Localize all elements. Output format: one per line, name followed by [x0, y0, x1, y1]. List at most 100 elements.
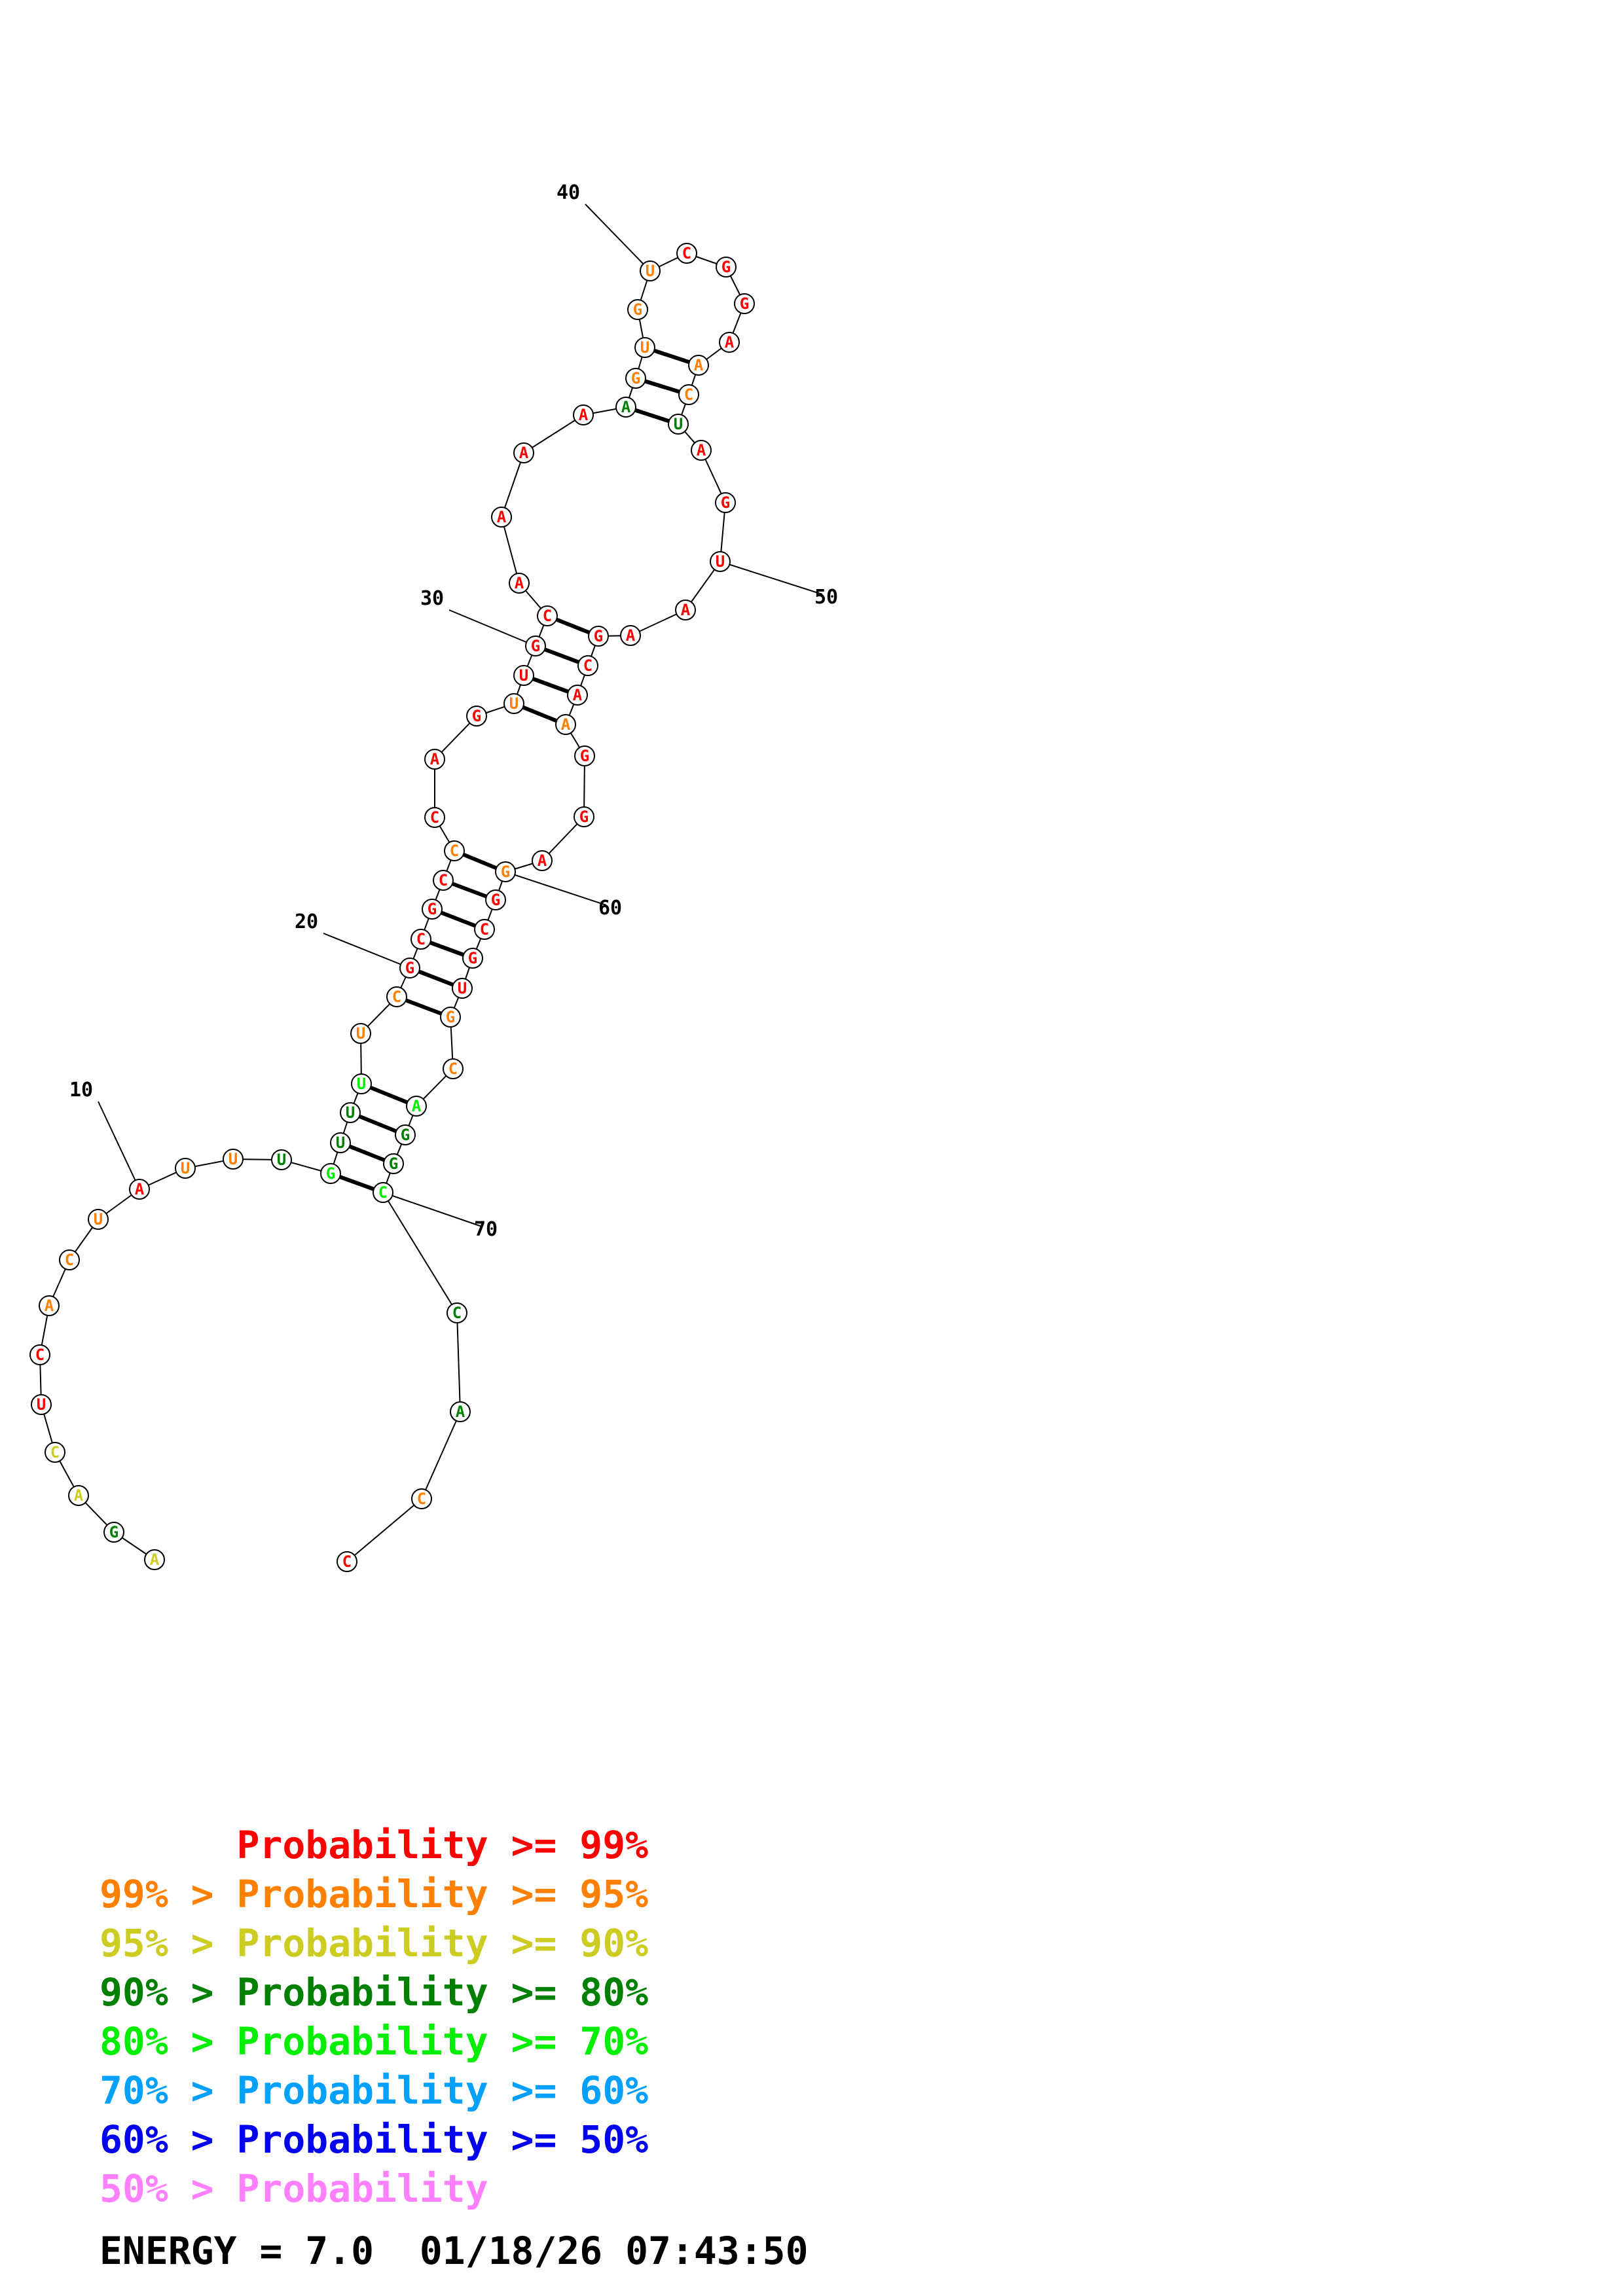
- nucleotide-letter: A: [497, 508, 507, 526]
- nucleotide-36: A: [615, 397, 636, 418]
- position-tick-lines: [98, 204, 823, 1227]
- nucleotide-letter: A: [697, 441, 706, 459]
- nucleotide-8: C: [59, 1249, 80, 1270]
- nucleotide-letter: G: [401, 1126, 410, 1144]
- nucleotide-42: G: [716, 257, 737, 278]
- nucleotide-49: G: [715, 492, 736, 513]
- position-label-10: 10: [69, 1079, 93, 1102]
- nucleotide-65: G: [440, 1007, 461, 1028]
- nucleotide-43: G: [734, 293, 755, 314]
- position-tick: [323, 933, 410, 969]
- legend-entry-below-50: 50% > Probability: [100, 2166, 488, 2211]
- nucleotide-letter: G: [594, 627, 603, 645]
- nucleotide-letter: C: [450, 842, 459, 860]
- nucleotide-letter: C: [417, 1490, 426, 1508]
- nucleotide-74: C: [337, 1551, 357, 1572]
- nucleotide-69: G: [383, 1153, 404, 1174]
- nucleotide-37: G: [625, 368, 646, 389]
- nucleotide-letter: G: [501, 863, 510, 881]
- nucleotide-letter: U: [519, 666, 528, 685]
- nucleotide-letter: G: [428, 900, 437, 918]
- nucleotide-letter: G: [633, 300, 642, 319]
- backbone-lines: [39, 253, 745, 1562]
- nucleotide-letter: C: [35, 1346, 45, 1364]
- nucleotide-40: U: [640, 260, 661, 281]
- nucleotide-letter: G: [531, 637, 540, 655]
- nucleotide-52: A: [620, 625, 641, 646]
- legend-entry-80: 90% > Probability >= 80%: [100, 1970, 649, 2015]
- nucleotide-letter: A: [538, 852, 547, 870]
- nucleotide-30: G: [525, 636, 546, 656]
- nucleotide-letter: A: [456, 1403, 465, 1421]
- nucleotide-26: A: [424, 749, 445, 770]
- legend-entry-90: 95% > Probability >= 90%: [100, 1921, 649, 1965]
- nucleotide-47: U: [668, 414, 689, 435]
- backbone-segment: [456, 1312, 461, 1412]
- nucleotide-letter: G: [389, 1155, 398, 1173]
- legend-entry-50: 60% > Probability >= 50%: [100, 2117, 649, 2162]
- nucleotide-letter: A: [573, 686, 583, 704]
- nucleotide-16: U: [340, 1102, 361, 1123]
- nucleotide-50: U: [710, 551, 731, 572]
- nucleotide-31: C: [537, 605, 558, 626]
- nucleotide-54: C: [577, 655, 598, 676]
- nucleotide-letter: A: [621, 398, 631, 416]
- nucleotide-letter: U: [181, 1159, 190, 1177]
- nucleotide-46: C: [678, 384, 699, 405]
- nucleotide-24: C: [444, 840, 465, 861]
- nucleotide-letter: C: [50, 1443, 60, 1462]
- nucleotide-letter: A: [579, 406, 589, 424]
- nucleotide-62: C: [474, 919, 495, 940]
- nucleotide-letter: A: [45, 1297, 54, 1315]
- nucleotide-letter: C: [452, 1304, 462, 1322]
- nucleotide-48: A: [691, 440, 712, 461]
- nucleotide-letter: A: [515, 574, 524, 592]
- nucleotide-letter: G: [472, 707, 481, 725]
- backbone-segment: [346, 1498, 422, 1562]
- nucleotide-23: C: [433, 870, 454, 891]
- nucleotide-letter: U: [640, 338, 649, 357]
- position-label-60: 60: [598, 897, 622, 920]
- nucleotide-60: G: [495, 861, 516, 882]
- nucleotide-28: U: [503, 693, 524, 714]
- energy-and-timestamp: ENERGY = 7.0 01/18/26 07:43:50: [100, 2229, 809, 2273]
- nucleotide-1: A: [144, 1549, 165, 1570]
- nucleotide-71: C: [447, 1302, 467, 1323]
- backbone-segment: [501, 516, 520, 584]
- nucleotide-letter: U: [94, 1210, 103, 1229]
- nucleotide-15: U: [330, 1132, 351, 1153]
- nucleotide-letter: A: [725, 333, 735, 351]
- nucleotide-6: C: [29, 1344, 50, 1365]
- nucleotide-letter: C: [684, 386, 693, 404]
- nucleotide-56: A: [555, 714, 576, 735]
- nucleotide-letter: C: [65, 1251, 74, 1269]
- nucleotide-letter: C: [682, 244, 691, 262]
- nucleotide-letter: G: [721, 493, 730, 512]
- nucleotide-letter: U: [458, 979, 467, 997]
- nucleotide-letter: G: [326, 1164, 335, 1183]
- nucleotide-letter: A: [135, 1180, 145, 1198]
- nucleotide-letter: C: [342, 1552, 352, 1571]
- nucleotide-letter: U: [228, 1150, 238, 1168]
- nucleotide-27: G: [466, 706, 487, 726]
- nucleotide-3: A: [68, 1485, 89, 1506]
- position-tick: [448, 609, 536, 647]
- nucleotide-letter: U: [356, 1024, 365, 1043]
- nucleotide-35: A: [573, 404, 594, 425]
- nucleotide-letter: A: [681, 601, 691, 619]
- backbone-segment: [523, 414, 584, 454]
- nucleotide-64: U: [452, 978, 473, 999]
- nucleotide-letter: G: [721, 258, 731, 276]
- nucleotide-12: U: [223, 1149, 244, 1170]
- nucleotide-70: C: [373, 1182, 393, 1203]
- nucleotide-letter: C: [583, 656, 593, 675]
- legend-entry-70: 80% > Probability >= 70%: [100, 2019, 649, 2064]
- position-tick: [585, 204, 651, 272]
- nucleotide-letter: A: [519, 444, 529, 462]
- nucleotide-letter: G: [446, 1008, 455, 1026]
- nucleotide-letter: U: [277, 1151, 286, 1169]
- nucleotide-13: U: [271, 1149, 292, 1170]
- nucleotide-11: U: [175, 1158, 196, 1179]
